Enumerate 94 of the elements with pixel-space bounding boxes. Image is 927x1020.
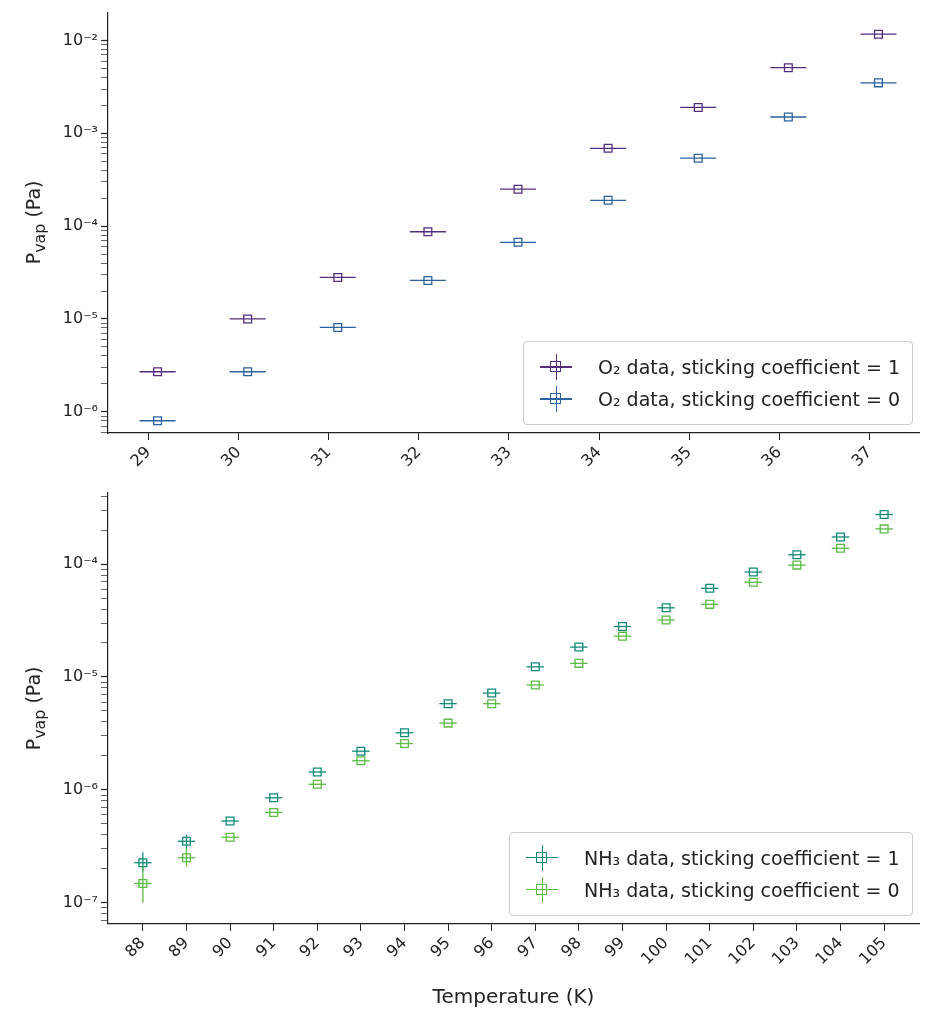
point <box>138 858 148 868</box>
point <box>617 631 628 641</box>
point <box>333 322 343 332</box>
point <box>705 583 715 593</box>
point <box>513 184 523 194</box>
point <box>443 718 453 728</box>
point <box>153 367 163 377</box>
point <box>705 599 715 609</box>
point <box>530 662 540 672</box>
x-tick-label: 96 <box>469 932 498 961</box>
point <box>873 78 883 88</box>
point <box>269 793 279 803</box>
x-tick-label: 101 <box>680 932 716 968</box>
x-tick-label: 94 <box>382 932 411 961</box>
x-tick-label: 30 <box>216 442 245 470</box>
point <box>487 688 497 698</box>
point <box>879 509 889 520</box>
point <box>661 603 671 613</box>
point <box>835 543 846 553</box>
point <box>243 314 253 324</box>
x-tick-label: 36 <box>757 442 786 470</box>
point <box>513 237 523 247</box>
x-tick-label: 100 <box>636 932 672 968</box>
point <box>399 728 410 738</box>
x-tick-label: 35 <box>667 442 695 470</box>
x-tick-label: 37 <box>847 442 876 470</box>
legend-label: O₂ data, sticking coefficient = 0 <box>598 388 901 411</box>
point <box>225 832 235 842</box>
point <box>443 699 453 709</box>
point <box>603 195 613 205</box>
point <box>312 779 322 789</box>
point <box>399 739 410 749</box>
point <box>530 680 540 690</box>
y-tick-label: 10⁻⁵ <box>62 666 98 686</box>
y-tick-label: 10⁻⁶ <box>62 400 98 420</box>
x-axis-title: Temperature (K) <box>431 984 595 1009</box>
point <box>661 615 671 625</box>
point <box>153 416 163 426</box>
x-tick-label: 90 <box>208 932 236 961</box>
x-tick-label: 88 <box>120 932 149 961</box>
point <box>783 112 793 122</box>
point <box>873 29 883 39</box>
x-tick-label: 29 <box>126 442 155 470</box>
y-tick-label: 10⁻⁷ <box>62 891 98 911</box>
point <box>617 621 628 632</box>
y-tick-label: 10⁻² <box>62 29 98 49</box>
x-tick-label: 33 <box>486 442 515 470</box>
point <box>423 275 433 285</box>
point <box>603 143 613 153</box>
point <box>269 807 279 818</box>
point <box>574 658 584 668</box>
point <box>835 532 846 542</box>
point <box>312 767 322 777</box>
x-tick-label: 99 <box>600 932 629 961</box>
point <box>748 567 758 577</box>
x-tick-label: 97 <box>513 932 542 961</box>
point <box>748 577 758 587</box>
y-tick-label: 10⁻⁴ <box>62 553 98 573</box>
point <box>792 560 802 570</box>
point <box>783 63 793 73</box>
y-tick-label: 10⁻⁵ <box>62 308 98 328</box>
x-tick-label: 93 <box>338 932 367 961</box>
x-tick-label: 103 <box>767 932 803 968</box>
point <box>243 367 253 377</box>
point <box>333 272 343 282</box>
legend-label: O₂ data, sticking coefficient = 1 <box>598 356 901 379</box>
x-tick-label: 98 <box>556 932 585 961</box>
y-tick-label: 10⁻³ <box>62 122 98 142</box>
point <box>487 699 497 709</box>
point <box>574 642 584 652</box>
x-tick-label: 104 <box>811 932 847 968</box>
point <box>423 227 433 237</box>
x-tick-label: 105 <box>854 932 890 968</box>
x-tick-label: 34 <box>577 442 605 470</box>
x-tick-label: 32 <box>396 442 425 470</box>
x-tick-label: 89 <box>164 932 193 961</box>
y-tick-label: 10⁻⁶ <box>62 779 98 798</box>
point <box>356 746 366 756</box>
x-tick-label: 31 <box>306 442 335 470</box>
legend-label: NH₃ data, sticking coefficient = 0 <box>584 878 900 901</box>
x-tick-label: 95 <box>426 932 454 961</box>
point <box>181 836 192 846</box>
point <box>356 756 366 766</box>
point <box>879 524 889 534</box>
point <box>138 878 148 889</box>
x-tick-label: 102 <box>724 932 760 968</box>
x-tick-label: 91 <box>251 932 280 961</box>
x-tick-label: 92 <box>295 932 324 961</box>
point <box>693 102 703 113</box>
point <box>792 550 802 560</box>
y-tick-label: 10⁻⁴ <box>62 215 98 235</box>
legend-label: NH₃ data, sticking coefficient = 1 <box>584 846 900 869</box>
point <box>693 153 703 163</box>
point <box>225 816 235 826</box>
